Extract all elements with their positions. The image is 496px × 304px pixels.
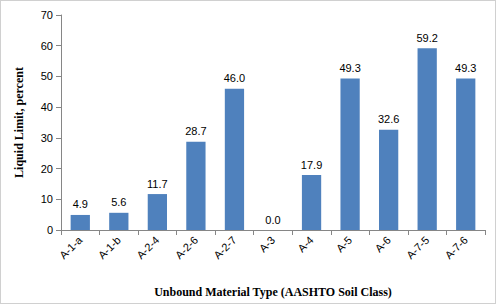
svg-text:Unbound Material Type (AASHTO: Unbound Material Type (AASHTO Soil Class… [154, 285, 392, 299]
svg-text:A-1-b: A-1-b [96, 234, 123, 261]
svg-text:A-3: A-3 [257, 234, 278, 255]
svg-text:5.6: 5.6 [111, 196, 126, 208]
svg-text:70: 70 [41, 9, 53, 21]
svg-text:49.3: 49.3 [339, 62, 360, 74]
svg-text:11.7: 11.7 [147, 178, 168, 190]
svg-text:0.0: 0.0 [265, 214, 280, 226]
svg-text:46.0: 46.0 [224, 72, 245, 84]
svg-text:10: 10 [41, 193, 53, 205]
svg-text:49.3: 49.3 [455, 62, 476, 74]
svg-text:A-2-7: A-2-7 [211, 234, 238, 261]
svg-text:0: 0 [47, 224, 53, 236]
svg-text:A-5: A-5 [334, 234, 355, 255]
svg-text:59.2: 59.2 [416, 32, 437, 44]
svg-text:28.7: 28.7 [185, 125, 206, 137]
svg-text:A-6: A-6 [372, 234, 393, 255]
svg-text:32.6: 32.6 [378, 113, 399, 125]
svg-text:4.9: 4.9 [73, 198, 88, 210]
svg-text:Liquid Limit, percent: Liquid Limit, percent [12, 67, 26, 178]
svg-text:A-2-4: A-2-4 [134, 234, 161, 261]
svg-text:A-7-5: A-7-5 [404, 234, 431, 261]
svg-text:30: 30 [41, 132, 53, 144]
svg-text:A-1-a: A-1-a [57, 233, 85, 261]
svg-text:50: 50 [41, 70, 53, 82]
svg-text:A-7-6: A-7-6 [442, 234, 469, 261]
svg-text:17.9: 17.9 [301, 159, 322, 171]
svg-text:20: 20 [41, 163, 53, 175]
svg-text:40: 40 [41, 101, 53, 113]
svg-text:60: 60 [41, 40, 53, 52]
svg-text:A-4: A-4 [295, 234, 316, 255]
svg-text:A-2-6: A-2-6 [173, 234, 200, 261]
